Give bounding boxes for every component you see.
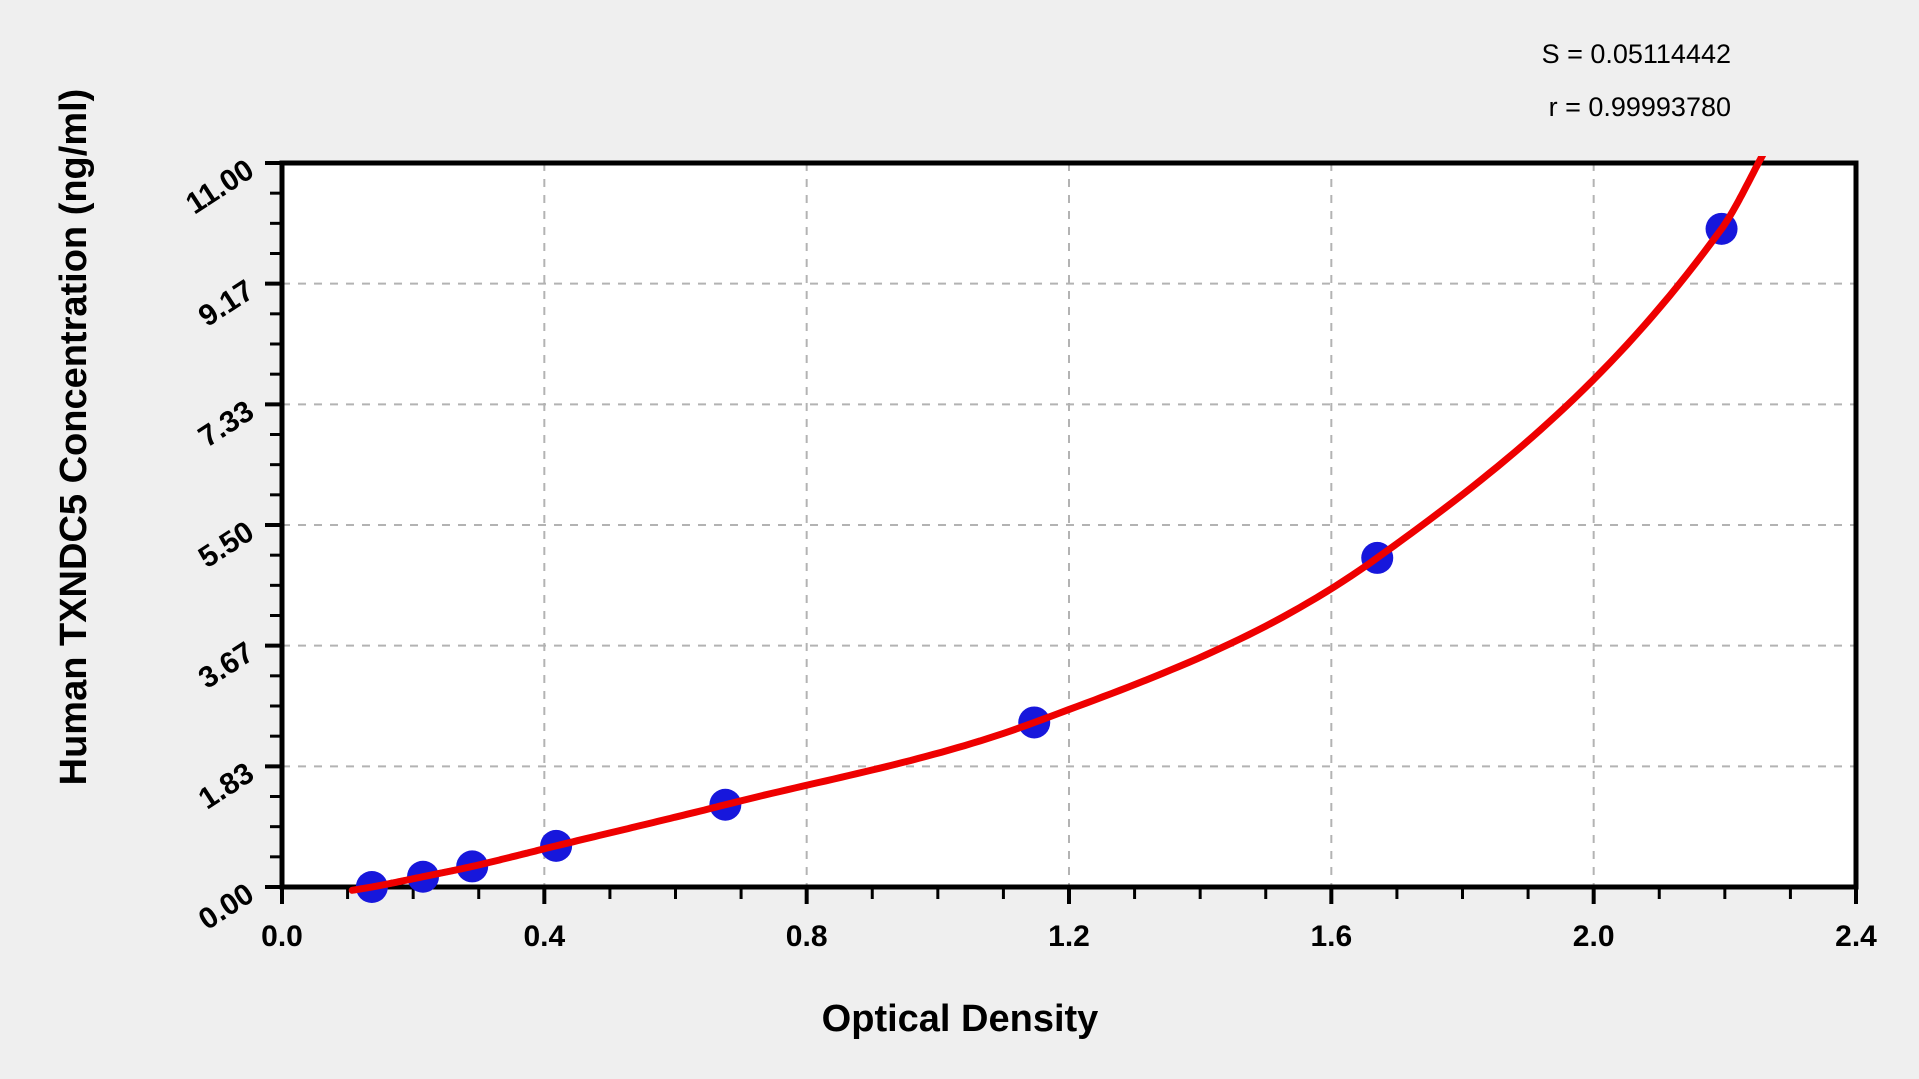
y-tick-label: 1.83: [193, 757, 260, 816]
y-tick-label: 0.00: [193, 877, 260, 936]
fitted-curve: [348, 156, 1767, 894]
y-tick-label: 7.33: [193, 395, 260, 454]
y-tick-label: 3.67: [193, 636, 260, 695]
x-tick-label: 0.0: [261, 920, 303, 953]
x-tick-label: 0.8: [786, 920, 828, 953]
s-value: S = 0.05114442: [1541, 39, 1731, 69]
x-tick-label: 0.4: [523, 920, 565, 953]
x-axis-title: Optical Density: [821, 998, 1099, 1040]
plot-frame: [279, 160, 1859, 890]
y-tick-label: 11.00: [180, 153, 260, 221]
r-value: r = 0.99993780: [1548, 92, 1731, 122]
x-tick-label: 1.2: [1048, 920, 1090, 953]
x-tick-label: 2.4: [1835, 920, 1877, 953]
y-tick-label: 5.50: [193, 515, 260, 574]
x-tick-label: 2.0: [1573, 920, 1615, 953]
y-axis-title: Human TXNDC5 Concentration (ng/ml): [53, 88, 95, 786]
fit-statistics: S = 0.05114442 r = 0.99993780: [1542, 28, 1731, 134]
y-tick-label: 9.17: [193, 274, 260, 333]
x-tick-label: 1.6: [1310, 920, 1352, 953]
